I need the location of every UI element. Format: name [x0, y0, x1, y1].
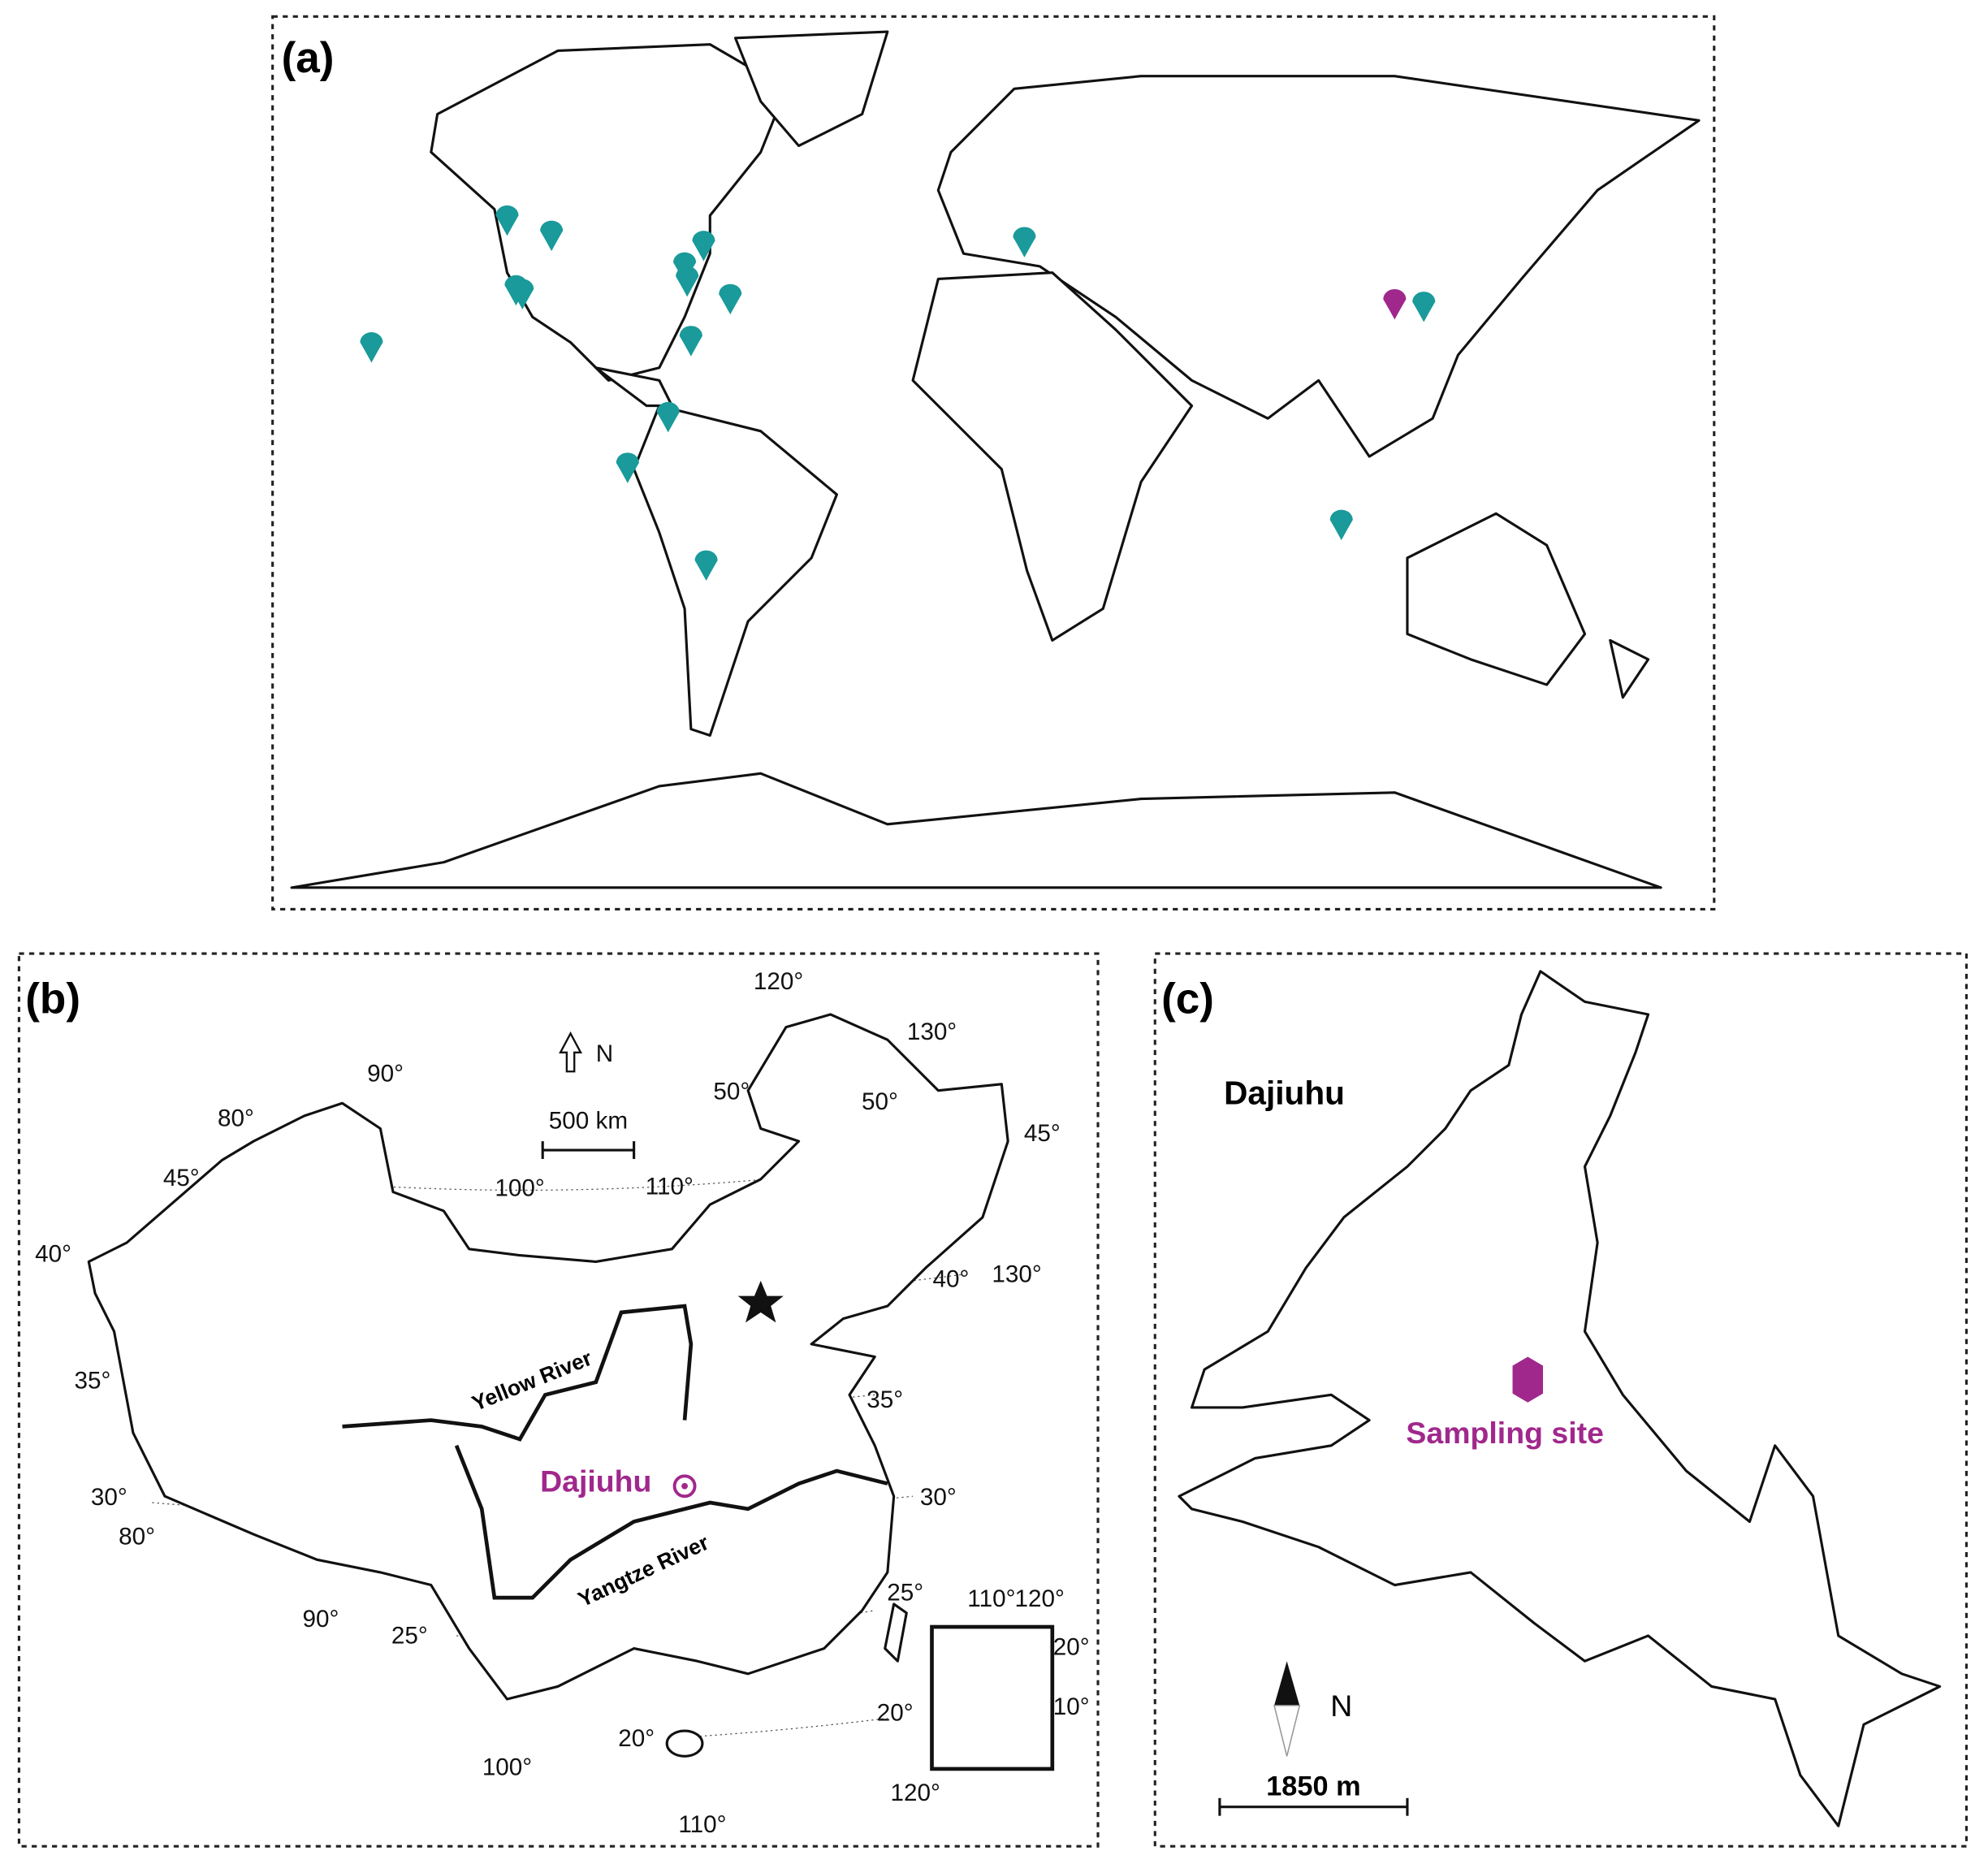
graticule-label: 50°	[862, 1088, 898, 1115]
graticule-label: 45°	[163, 1165, 200, 1191]
graticule-label: 10°	[1053, 1693, 1090, 1720]
graticule-label: 130°	[907, 1018, 957, 1045]
site-marker	[360, 332, 383, 363]
graticule-label: 45°	[1024, 1120, 1061, 1147]
site-marker	[719, 283, 742, 315]
site-marker	[1329, 509, 1353, 541]
panel-b-frame	[17, 952, 1100, 1848]
graticule-label: 30°	[920, 1484, 957, 1511]
site-marker	[694, 550, 718, 582]
graticule-label: 20°	[877, 1700, 914, 1727]
graticule-label: 80°	[218, 1105, 254, 1131]
world-map	[290, 30, 1701, 889]
scale-label: 1850 m	[1266, 1771, 1360, 1801]
graticule-label: 120°	[891, 1780, 940, 1806]
graticule-label: 35°	[867, 1386, 903, 1413]
graticule-label: 35°	[75, 1368, 111, 1395]
site-marker	[616, 452, 639, 483]
site-marker	[676, 266, 699, 297]
graticule-label: 30°	[91, 1484, 127, 1511]
site-marker	[540, 220, 564, 252]
site-marker	[679, 326, 702, 357]
site-marker	[1383, 288, 1407, 320]
panel-a-frame	[271, 15, 1716, 910]
graticule-label: 80°	[119, 1524, 155, 1550]
panel-label: (c)	[1161, 975, 1214, 1023]
graticule-label: 50°	[713, 1079, 750, 1105]
panel-label: (b)	[25, 975, 80, 1023]
graticule-label: 20°	[618, 1725, 655, 1752]
panel-c-frame	[1153, 952, 1969, 1848]
site-marker	[656, 401, 680, 433]
graticule-label: 40°	[35, 1240, 71, 1267]
china-map	[87, 1013, 1055, 1771]
site-marker	[495, 205, 519, 236]
graticule-label: 110°	[967, 1585, 1015, 1612]
lake-map	[1178, 970, 1942, 1827]
graticule-label: 110°	[678, 1811, 726, 1838]
graticule-label: 130°	[992, 1261, 1041, 1287]
lake-label: Dajiuhu	[1224, 1075, 1345, 1112]
site-label: Dajiuhu	[540, 1464, 651, 1499]
graticule-label: 25°	[391, 1622, 428, 1649]
site-label: Sampling site	[1406, 1416, 1604, 1450]
graticule-label: 40°	[932, 1266, 969, 1293]
site-marker	[1412, 292, 1436, 322]
graticule-label: 120°	[754, 968, 803, 995]
scale-label: 500 km	[549, 1108, 628, 1135]
graticule-label: 90°	[303, 1606, 339, 1633]
site-markers	[360, 205, 1436, 582]
graticule-label: 100°	[495, 1174, 544, 1201]
graticule-label: 100°	[482, 1754, 532, 1781]
north-label: N	[1330, 1689, 1352, 1723]
graticule-label: 25°	[887, 1579, 923, 1606]
graticule-label: 90°	[367, 1061, 404, 1088]
graticule-label: 120°	[1015, 1585, 1065, 1612]
graticule-label: 110°	[646, 1174, 694, 1200]
panel-label: (a)	[282, 34, 335, 82]
north-label: N	[596, 1040, 613, 1067]
site-marker	[1013, 227, 1036, 257]
site-marker	[692, 231, 715, 262]
site-marker	[511, 279, 534, 309]
graticule-label: 20°	[1053, 1633, 1090, 1660]
